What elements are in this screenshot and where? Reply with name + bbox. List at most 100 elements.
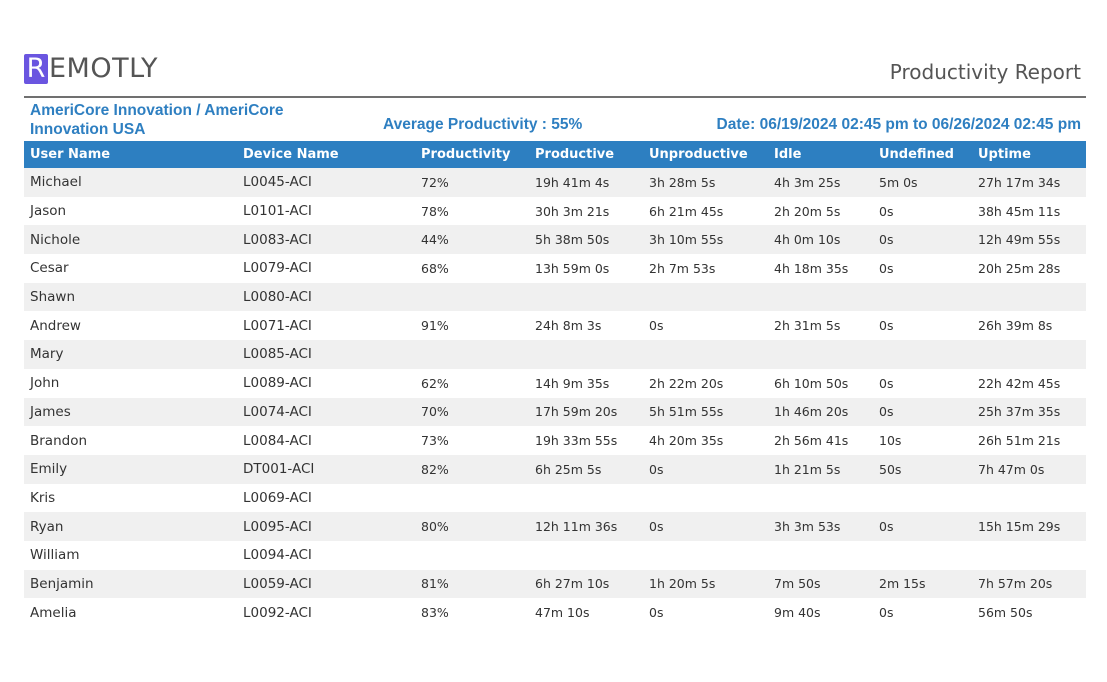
cell-unproductive: [643, 340, 768, 369]
cell-productivity: 44%: [421, 232, 449, 248]
cell-user-name: Andrew: [30, 317, 81, 334]
cell-productivity: [415, 340, 529, 369]
cell-productive: 6h 27m 10s: [535, 576, 610, 592]
average-productivity: Average Productivity : 55%: [383, 116, 583, 133]
report-header: R EMOTLY Productivity Report: [24, 0, 1086, 98]
cell-idle: [768, 484, 873, 513]
cell-uptime: 25h 37m 35s: [978, 404, 1061, 420]
table-row: Michael L0045-ACI 72% 19h 41m 4s 3h 28m 5s 4h…: [24, 168, 1086, 197]
cell-device-name: L0079-ACI: [243, 260, 312, 277]
cell-unproductive: 3h 28m 5s: [649, 174, 716, 190]
date-range: Date: 06/19/2024 02:45 pm to 06/26/2024 …: [716, 116, 1081, 133]
cell-device-name: L0101-ACI: [243, 203, 312, 220]
cell-unproductive: [643, 541, 768, 570]
cell-undefined: [873, 484, 972, 513]
table-row: Mary L0085-ACI: [24, 340, 1086, 369]
cell-uptime: 26h 51m 21s: [978, 433, 1061, 449]
cell-productive: [529, 340, 643, 369]
cell-user-name: Shawn: [30, 289, 75, 306]
cell-idle: 2h 20m 5s: [774, 203, 841, 219]
cell-productive: 30h 3m 21s: [535, 203, 610, 219]
cell-productive: 17h 59m 20s: [535, 404, 618, 420]
cell-productive: 47m 10s: [535, 605, 590, 621]
cell-device-name: L0059-ACI: [243, 575, 312, 592]
column-header-uptime: Uptime: [978, 147, 1031, 162]
column-header-idle: Idle: [774, 147, 802, 162]
cell-user-name: Ryan: [30, 518, 64, 535]
cell-unproductive: 4h 20m 35s: [649, 433, 724, 449]
column-header-productivity: Productivity: [421, 147, 511, 162]
column-header-user-name: User Name: [30, 147, 111, 162]
cell-user-name: Brandon: [30, 432, 88, 449]
column-header-unproductive: Unproductive: [649, 147, 748, 162]
cell-device-name: L0045-ACI: [243, 174, 312, 191]
cell-device-name: L0069-ACI: [243, 489, 312, 506]
cell-unproductive: [643, 484, 768, 513]
cell-uptime: [972, 484, 1086, 513]
cell-undefined: [873, 283, 972, 312]
table-row: James L0074-ACI 70% 17h 59m 20s 5h 51m 55s 1h…: [24, 397, 1086, 427]
cell-uptime: 27h 17m 34s: [978, 174, 1061, 190]
cell-uptime: [972, 541, 1086, 570]
cell-user-name: Jason: [30, 203, 67, 220]
company-name: AmeriCore Innovation / AmeriCore Innovat…: [30, 102, 284, 138]
cell-productivity: 80%: [421, 519, 449, 535]
table-row: Brandon L0084-ACI 73% 19h 33m 55s 4h 20m 35s…: [24, 426, 1086, 455]
cell-idle: 9m 40s: [774, 605, 821, 621]
table-row: Jason L0101-ACI 78% 30h 3m 21s 6h 21m 45s 2h …: [24, 196, 1086, 226]
column-header-device-name: Device Name: [243, 147, 339, 162]
logo-text: EMOTLY: [49, 53, 159, 84]
cell-unproductive: 2h 7m 53s: [649, 260, 716, 276]
cell-uptime: [972, 340, 1086, 369]
cell-device-name: L0080-ACI: [243, 289, 312, 306]
cell-device-name: L0085-ACI: [243, 346, 312, 363]
cell-productivity: 70%: [421, 404, 449, 420]
cell-unproductive: 5h 51m 55s: [649, 404, 724, 420]
cell-uptime: 26h 39m 8s: [978, 318, 1053, 334]
cell-idle: 2h 56m 41s: [774, 433, 849, 449]
cell-device-name: L0071-ACI: [243, 317, 312, 334]
cell-undefined: 0s: [879, 519, 894, 535]
table-body: Michael L0045-ACI 72% 19h 41m 4s 3h 28m 5s 4h…: [24, 168, 1086, 627]
column-header-productive: Productive: [535, 147, 615, 162]
cell-device-name: L0089-ACI: [243, 375, 312, 392]
cell-user-name: Nichole: [30, 231, 81, 248]
cell-undefined: 0s: [879, 232, 894, 248]
cell-undefined: 50s: [879, 461, 902, 477]
cell-productivity: 78%: [421, 203, 449, 219]
cell-uptime: 20h 25m 28s: [978, 260, 1061, 276]
cell-device-name: L0083-ACI: [243, 231, 312, 248]
cell-uptime: 7h 47m 0s: [978, 461, 1045, 477]
cell-idle: 1h 46m 20s: [774, 404, 849, 420]
cell-unproductive: 0s: [649, 461, 664, 477]
report-page: R EMOTLY Productivity Report AmeriCore I…: [24, 0, 1086, 627]
table-row: Benjamin L0059-ACI 81% 6h 27m 10s 1h 20m 5s 7…: [24, 569, 1086, 599]
table-row: Cesar L0079-ACI 68% 13h 59m 0s 2h 7m 53s 4h 1…: [24, 254, 1086, 283]
cell-undefined: 0s: [879, 203, 894, 219]
table-row: Shawn L0080-ACI: [24, 282, 1086, 312]
cell-undefined: 5m 0s: [879, 174, 918, 190]
cell-productive: [529, 484, 643, 513]
cell-unproductive: 0s: [649, 318, 664, 334]
cell-unproductive: 2h 22m 20s: [649, 375, 724, 391]
cell-device-name: L0095-ACI: [243, 518, 312, 535]
cell-uptime: 7h 57m 20s: [978, 576, 1053, 592]
cell-device-name: L0092-ACI: [243, 604, 312, 621]
cell-idle: 3h 3m 53s: [774, 519, 841, 535]
cell-productive: 14h 9m 35s: [535, 375, 610, 391]
cell-user-name: Kris: [30, 489, 56, 506]
column-header-undefined: Undefined: [879, 147, 954, 162]
cell-unproductive: [643, 283, 768, 312]
report-info: AmeriCore Innovation / AmeriCore Innovat…: [24, 98, 1086, 141]
cell-uptime: 15h 15m 29s: [978, 519, 1061, 535]
cell-idle: 4h 3m 25s: [774, 174, 841, 190]
table-row: Emily DT001-ACI 82% 6h 25m 5s 0s 1h 21m 5s 50s…: [24, 454, 1086, 484]
cell-undefined: 0s: [879, 404, 894, 420]
cell-device-name: L0084-ACI: [243, 432, 312, 449]
cell-idle: 7m 50s: [774, 576, 821, 592]
table-row: John L0089-ACI 62% 14h 9m 35s 2h 22m 20s 6h 1…: [24, 368, 1086, 398]
cell-idle: 6h 10m 50s: [774, 375, 849, 391]
cell-idle: 1h 21m 5s: [774, 461, 841, 477]
cell-productive: [529, 283, 643, 312]
cell-uptime: [972, 283, 1086, 312]
